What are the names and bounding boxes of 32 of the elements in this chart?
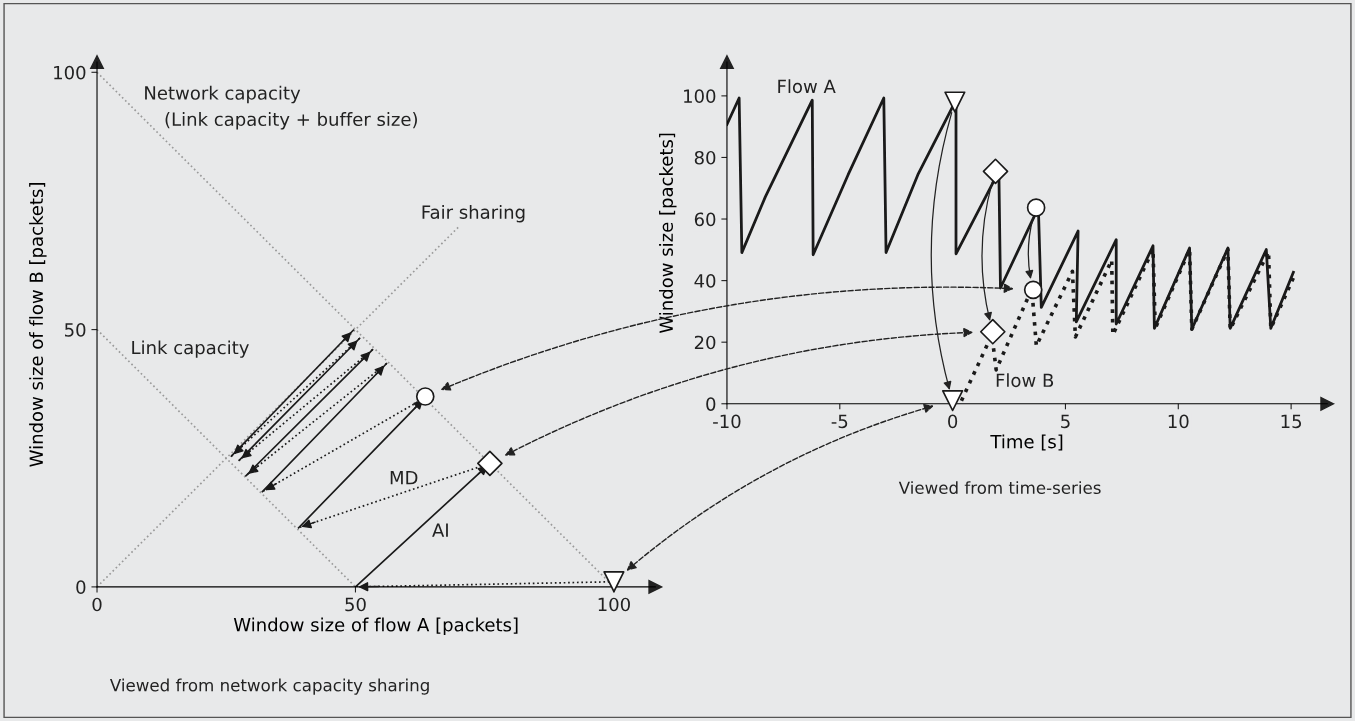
y-tick-label: 100 xyxy=(684,89,716,103)
annotation: Link capacity xyxy=(132,340,249,358)
x-tick-label: -10 xyxy=(713,414,741,429)
x-tick-label: -5 xyxy=(831,414,848,429)
x-axis-title: Window size of flow A [packets] xyxy=(233,617,518,636)
y-tick-label: 80 xyxy=(694,150,716,165)
x-axis-title: Time [s] xyxy=(990,434,1063,451)
x-tick-label: 0 xyxy=(92,597,102,612)
x-tick-label: 0 xyxy=(948,414,958,429)
y-tick-label: 0 xyxy=(706,397,716,411)
annotation: AI xyxy=(432,523,448,537)
y-tick-label: 100 xyxy=(54,65,86,80)
annotation: Network capacity xyxy=(145,85,301,104)
x-tick-label: 10 xyxy=(1168,414,1189,429)
y-tick-label: 40 xyxy=(694,274,716,288)
annotation: Fair sharing xyxy=(422,204,525,223)
y-axis-title: Window size [packets] xyxy=(659,133,677,334)
x-tick-label: 50 xyxy=(345,597,366,612)
x-tick-label: 100 xyxy=(598,597,630,612)
y-tick-label: 60 xyxy=(694,212,716,227)
text: Viewed from time-series xyxy=(898,481,1101,495)
annotation: Flow A xyxy=(778,79,836,94)
text: Viewed from network capacity sharing xyxy=(109,678,429,695)
annotation: (Link capacity + buffer size) xyxy=(165,112,417,130)
y-tick-label: 50 xyxy=(65,323,86,337)
x-tick-label: 5 xyxy=(1061,414,1070,429)
annotation: MD xyxy=(390,471,418,485)
y-tick-label: 0 xyxy=(76,580,86,595)
y-tick-label: 20 xyxy=(694,335,716,350)
x-tick-label: 15 xyxy=(1281,414,1302,429)
y-axis-title: Window size of flow B [packets] xyxy=(29,183,47,467)
annotation: Flow B xyxy=(996,373,1054,388)
